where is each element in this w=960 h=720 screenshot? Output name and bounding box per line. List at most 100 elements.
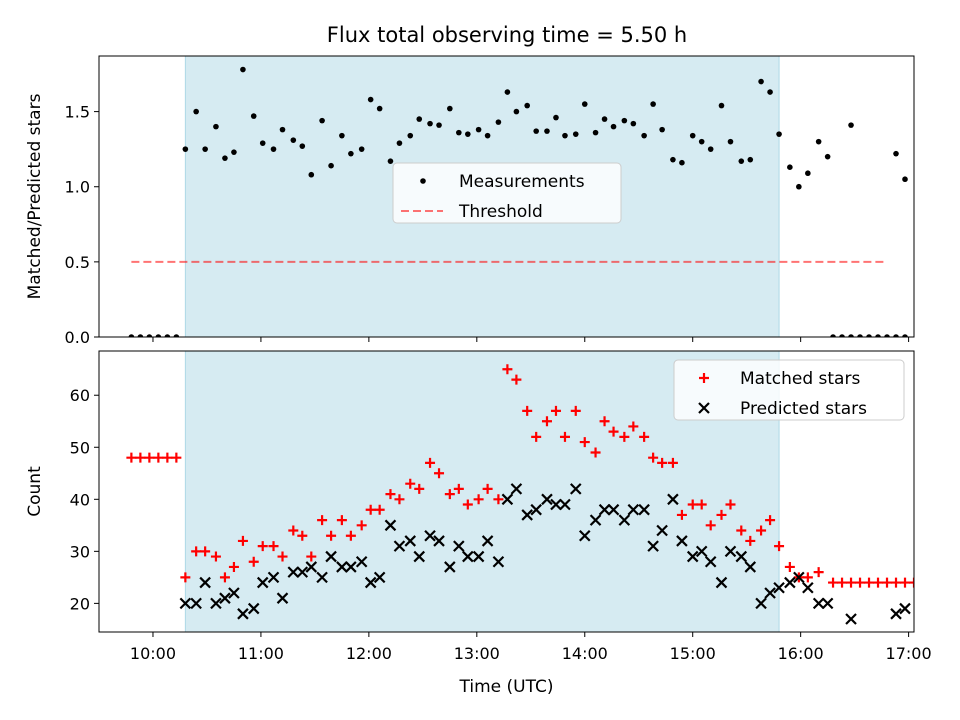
measurement-point [767,89,773,95]
predicted-star-point [598,503,611,516]
matched-star-point [550,405,561,416]
measurement-point [679,159,685,166]
plot-area [126,364,914,625]
matched-star-point [855,577,866,588]
matched-star-point [237,535,248,546]
measurement-point [839,334,845,337]
measurement-point [308,171,315,178]
matched-star-point [873,577,884,588]
predicted-star-point [793,571,805,584]
measurement-point [484,132,491,139]
measurement-point [465,131,471,137]
x-tick-label: 13:00 [454,644,500,663]
measurement-point [776,131,782,137]
matched-star-point [736,525,747,536]
matched-star-point [434,468,445,479]
matched-star-point [162,452,173,463]
measurement-point [884,334,890,337]
y-tick-label: 0.0 [65,328,90,347]
matched-star-point [394,494,405,505]
predicted-star-point [821,597,834,610]
matched-star-point [277,551,288,562]
predicted-star-point [724,545,737,558]
measurement-point [376,105,383,112]
predicted-star-point [325,550,337,563]
axes-frame [98,350,915,633]
predicted-star-point [384,519,397,532]
matched-star-point [813,567,824,578]
matched-star-point [628,421,639,432]
predicted-star-point [541,493,553,506]
matched-star-point [687,499,698,510]
predicted-star-point [773,581,785,594]
predicted-star-point [219,592,231,604]
top-panel-ratio: 0.0 0.5 1.0 1.5 Matched/Predicted stars Measu… [25,55,915,347]
measurement-point [659,126,665,133]
y-tick-label: 20 [70,594,90,613]
matched-star-point [522,405,533,416]
matched-star-point [900,577,911,588]
measurement-point [670,156,676,163]
measurement-point [893,150,899,157]
matched-star-point [657,457,668,468]
measurement-point [533,128,539,134]
measurement-point [416,116,423,122]
predicted-star-point [373,571,386,584]
measurement-point [848,334,854,337]
predicted-star-point [578,529,591,542]
measurement-point [387,158,394,164]
predicted-star-point [550,498,562,511]
predicted-star-point [744,561,757,573]
predicted-star-point [472,550,485,563]
matched-star-point [502,364,513,375]
y-tick-label: 1.5 [65,103,90,122]
measurement-point [581,101,588,107]
y-tick-label: 0.5 [65,253,90,272]
measurement-point [866,334,872,337]
y-tick-label: 50 [70,438,90,457]
matched-star-point [473,494,484,505]
matched-star-point [541,416,552,427]
x-tick-label: 17:00 [886,644,932,663]
matched-star-point [745,535,756,546]
predicted-star-point [453,540,465,552]
predicted-star-point [424,529,436,542]
matched-star-point [191,546,202,557]
predicted-star-point [656,524,668,537]
matched-star-point [385,489,396,500]
predicted-star-point [755,597,767,610]
measurement-point [621,117,628,124]
matched-star-point [425,457,436,468]
matched-star-point [317,515,328,526]
predicted-star-point [715,576,728,589]
matched-star-point [257,541,268,552]
predicted-star-point [802,581,814,594]
matched-star-point [153,452,164,463]
measurement-point [650,101,656,107]
legend-label: Measurements [459,172,585,192]
measurement-point [495,119,502,125]
matched-star-point [696,499,707,510]
matched-star-point [248,556,259,567]
x-tick-label: 14:00 [562,644,608,663]
measurement-point [727,138,734,145]
legend-label: Matched stars [740,369,860,389]
measurement-point [240,66,246,73]
predicted-star-point [510,483,523,495]
predicted-star-point [237,608,249,620]
measurement-point [562,132,568,139]
measurement-point [544,128,550,134]
matched-star-point [297,530,308,541]
matched-star-point [356,520,367,531]
measurement-point [222,155,228,161]
predicted-star-point [667,493,679,506]
y-tick-label: 40 [70,490,90,509]
measurement-point [513,108,520,115]
measurement-point [601,116,608,122]
predicted-star-point [501,493,514,506]
legend-marker-predicted [698,402,710,414]
matched-star-point [453,483,464,494]
predicted-star-point [364,576,377,589]
predicted-star-point [413,550,426,563]
predicted-star-point [530,503,542,516]
